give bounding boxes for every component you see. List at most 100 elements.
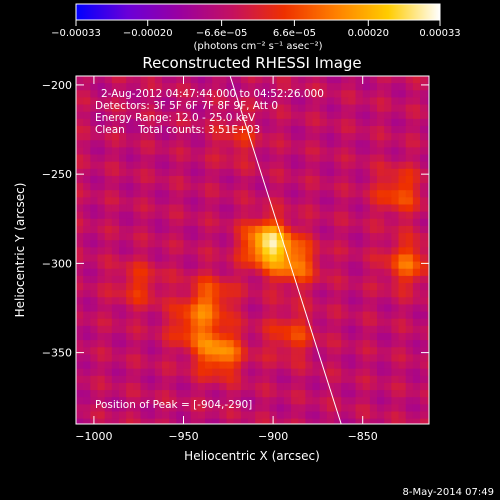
heatmap-cell (391, 183, 400, 191)
heatmap-cell (219, 411, 228, 420)
heatmap-cell (147, 340, 156, 348)
heatmap-cell (377, 118, 385, 127)
heatmap-cell (377, 382, 385, 391)
heatmap-cell (326, 118, 335, 127)
heatmap-cell (341, 190, 349, 198)
heatmap-cell (111, 218, 120, 227)
heatmap-cell (427, 111, 429, 120)
heatmap-cell (255, 347, 263, 355)
heatmap-cell (97, 140, 106, 148)
colorbar-tick-label: 0.00033 (419, 28, 460, 39)
heatmap-cell (104, 275, 113, 284)
heatmap-cell (190, 104, 199, 113)
heatmap-cell (111, 154, 120, 163)
heatmap-cell (355, 404, 364, 413)
heatmap-cell (119, 254, 127, 263)
heatmap-cell (420, 304, 428, 313)
heatmap-cell (412, 161, 421, 170)
heatmap-cell (111, 254, 120, 263)
heatmap-cell (76, 76, 84, 84)
heatmap-cell (326, 225, 335, 234)
heatmap-cell (169, 83, 177, 91)
heatmap-cell (119, 225, 127, 234)
heatmap-cell (305, 204, 314, 213)
heatmap-cell (298, 211, 306, 220)
heatmap-cell (420, 340, 428, 348)
heatmap-cell (319, 76, 328, 84)
heatmap-cell (226, 361, 235, 370)
heatmap-cell (183, 261, 192, 270)
heatmap-cell (126, 161, 134, 170)
heatmap-cell (291, 268, 299, 277)
heatmap-cell (276, 375, 285, 384)
heatmap-cell (212, 76, 220, 84)
heatmap-cell (348, 247, 357, 256)
heatmap-cell (362, 233, 371, 241)
heatmap-cell (319, 154, 328, 163)
heatmap-cell (341, 311, 349, 320)
heatmap-cell (334, 168, 342, 177)
heatmap-cell (348, 104, 357, 113)
heatmap-cell (348, 154, 357, 163)
heatmap-cell (312, 240, 321, 248)
heatmap-cell (362, 318, 371, 327)
heatmap-cell (154, 261, 163, 270)
heatmap-cell (183, 311, 192, 320)
heatmap-cell (133, 283, 142, 291)
heatmap-cell (169, 347, 177, 355)
heatmap-cell (126, 211, 134, 220)
heatmap-cell (169, 118, 177, 127)
heatmap-cell (319, 247, 328, 256)
heatmap-cell (305, 382, 314, 391)
heatmap-cell (233, 125, 242, 134)
heatmap-cell (140, 104, 149, 113)
heatmap-cell (298, 261, 306, 270)
heatmap-cell (154, 225, 163, 234)
heatmap-cell (369, 290, 378, 298)
heatmap-cell (147, 368, 156, 377)
heatmap-cell (319, 161, 328, 170)
heatmap-cell (255, 218, 263, 227)
heatmap-cell (205, 204, 213, 213)
heatmap-cell (76, 83, 84, 91)
heatmap-cell (420, 268, 428, 277)
heatmap-cell (348, 97, 357, 106)
heatmap-cell (334, 311, 342, 320)
heatmap-cell (291, 197, 299, 206)
heatmap-cell (412, 111, 421, 120)
heatmap-cell (190, 397, 199, 405)
heatmap-cell (248, 240, 256, 248)
heatmap-cell (255, 361, 263, 370)
heatmap-cell (398, 83, 407, 91)
heatmap-cell (283, 368, 292, 377)
heatmap-cell (255, 268, 263, 277)
heatmap-cell (212, 304, 220, 313)
heatmap-cell (126, 76, 134, 84)
heatmap-cell (341, 254, 349, 263)
heatmap-cell (398, 275, 407, 284)
heatmap-cell (255, 332, 263, 341)
heatmap-cell (334, 411, 342, 420)
heatmap-cell (326, 354, 335, 363)
colorbar-gradient (75, 3, 441, 21)
heatmap-cell (326, 311, 335, 320)
heatmap-cell (369, 247, 378, 256)
heatmap-cell (226, 332, 235, 341)
heatmap-cell (197, 233, 206, 241)
heatmap-cell (111, 240, 120, 248)
heatmap-cell (398, 240, 407, 248)
heatmap-cell (83, 225, 91, 234)
heatmap-cell (183, 97, 192, 106)
annotation-time-range: 2-Aug-2012 04:47:44.000 to 04:52:26.000 (101, 88, 324, 100)
heatmap-cell (226, 325, 235, 334)
heatmap-cell (176, 233, 185, 241)
heatmap-cell (126, 347, 134, 355)
heatmap-cell (111, 311, 120, 320)
heatmap-image (76, 76, 429, 424)
heatmap-cell (169, 332, 177, 341)
heatmap-cell (269, 133, 278, 141)
heatmap-cell (197, 382, 206, 391)
heatmap-cell (377, 218, 385, 227)
heatmap-cell (104, 297, 113, 306)
heatmap-cell (348, 190, 357, 198)
